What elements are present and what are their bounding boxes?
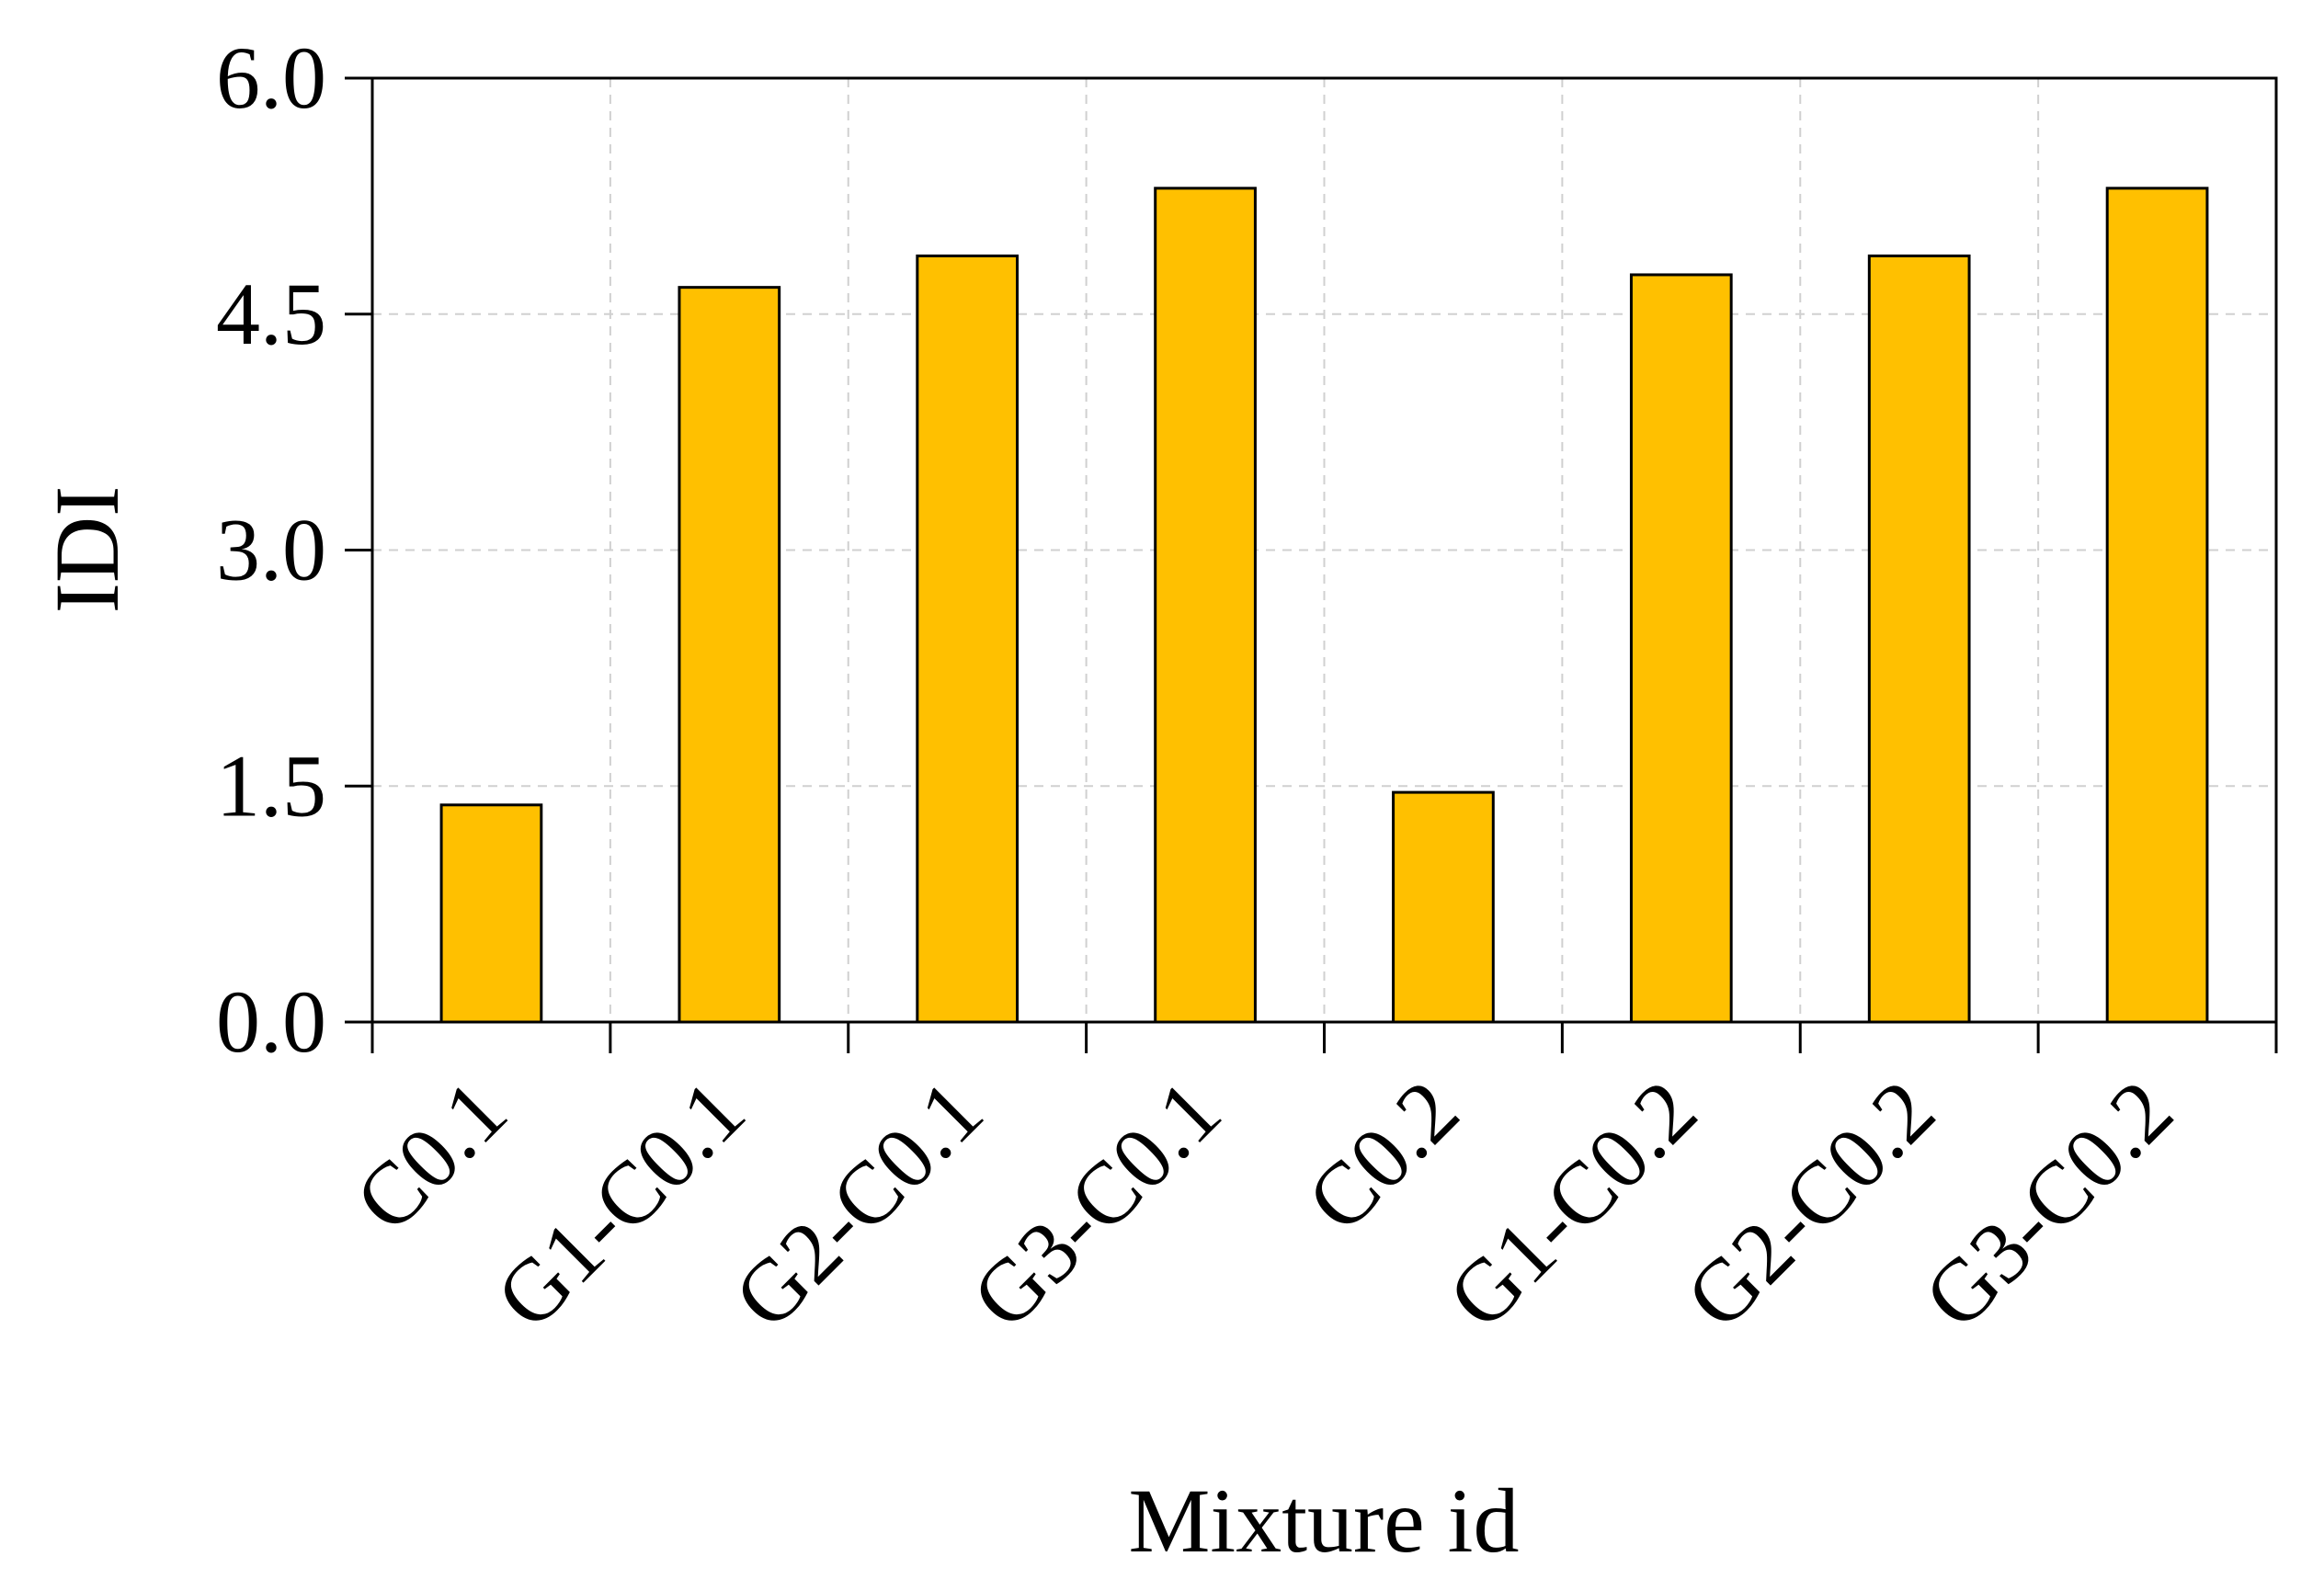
bar-c0-1	[439, 803, 543, 1024]
x-tick-label: G1-C0.2	[1429, 1061, 1715, 1346]
y-axis-title: IDI	[36, 486, 138, 614]
y-tick-label: 1.5	[216, 736, 326, 835]
bar-g2-c0-1	[916, 254, 1020, 1024]
bar-c0-2	[1392, 790, 1495, 1024]
x-tick-label: G2-C0.1	[715, 1061, 1001, 1346]
y-tick-labels: 0.0 1.5 3.0 4.5 6.0	[216, 28, 326, 1071]
x-tick-labels: C0.1G1-C0.1G2-C0.1G3-C0.1 C0.2G1-C0.2G2-C…	[336, 1061, 2191, 1346]
x-tick-label: G3-C0.2	[1905, 1061, 2191, 1346]
y-tick-label: 6.0	[216, 28, 326, 127]
bar-g3-c0-1	[1154, 187, 1257, 1024]
axis-ticks	[345, 76, 2278, 1053]
x-tick-label: G2-C0.2	[1667, 1061, 1953, 1346]
y-tick-label: 4.5	[216, 265, 326, 363]
bar-g2-c0-2	[1867, 254, 1971, 1024]
x-tick-label: C0.2	[1288, 1061, 1477, 1250]
x-tick-label: C0.1	[336, 1061, 525, 1250]
x-tick-label: G1-C0.1	[477, 1061, 763, 1346]
bar-g1-c0-1	[678, 286, 781, 1024]
x-axis-title: Mixture id	[1129, 1470, 1520, 1572]
y-tick-label: 3.0	[216, 501, 326, 599]
bar-g3-c0-2	[2105, 187, 2209, 1024]
grid-lines	[372, 78, 2276, 1022]
x-tick-label: G3-C0.1	[953, 1061, 1239, 1346]
y-tick-label: 0.0	[216, 972, 326, 1071]
bar-g1-c0-2	[1629, 273, 1733, 1024]
bars	[439, 187, 2209, 1024]
